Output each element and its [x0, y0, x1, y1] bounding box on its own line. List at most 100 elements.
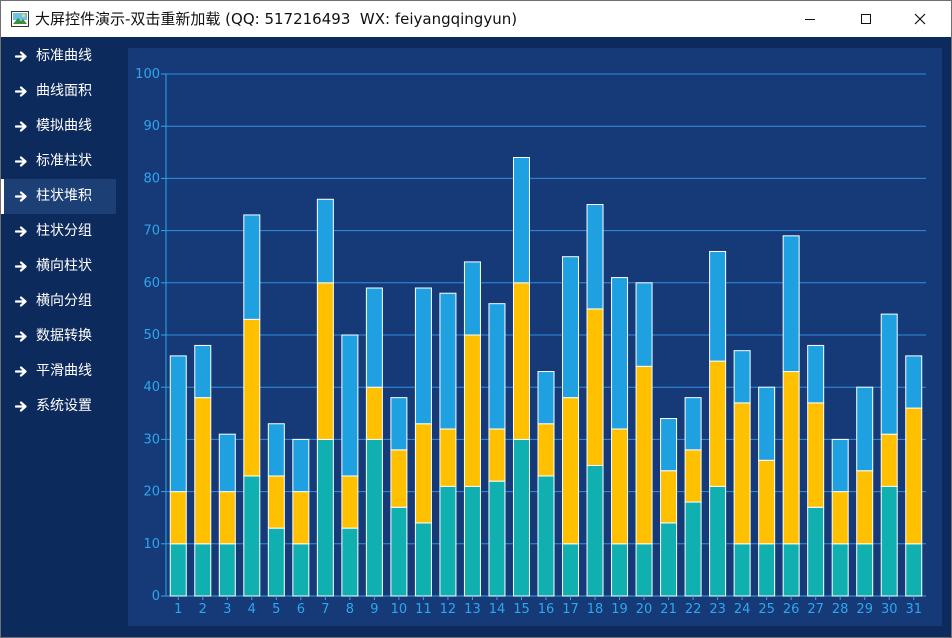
bar-segment: [807, 506, 825, 597]
bar-segment: [782, 235, 800, 373]
sidebar-item[interactable]: 横向分组: [1, 284, 116, 319]
bar-segment: [390, 449, 408, 508]
sidebar-item[interactable]: 标准曲线: [1, 39, 116, 74]
bar-segment: [586, 204, 604, 310]
bar-segment: [611, 277, 629, 430]
y-tick-label: 40: [143, 380, 160, 395]
close-button[interactable]: [897, 1, 943, 37]
bar-segment: [537, 423, 555, 477]
bar-segment: [463, 334, 481, 487]
sidebar-item-label: 标准曲线: [36, 48, 92, 64]
bar-segment: [709, 360, 727, 487]
x-tick-label: 6: [297, 602, 305, 617]
arrow-right-icon: [15, 86, 27, 97]
x-tick-label: 2: [199, 602, 207, 617]
bar-segment: [905, 407, 923, 545]
sidebar-item[interactable]: 系统设置: [1, 389, 116, 424]
y-tick-label: 0: [152, 589, 160, 604]
y-tick-label: 30: [143, 432, 160, 447]
title-bar[interactable]: 大屏控件演示-双击重新加载 (QQ: 517216493 WX: feiyang…: [1, 1, 951, 37]
sidebar-item-label: 模拟曲线: [36, 118, 92, 134]
sidebar-nav: 标准曲线曲线面积模拟曲线标准柱状 柱状堆积 柱状分组横向柱状横向分组 数据转换 平滑曲线…: [1, 37, 116, 637]
arrow-right-icon: [15, 296, 27, 307]
x-tick-label: 19: [611, 602, 628, 617]
x-tick-label: 5: [272, 602, 280, 617]
bar-segment: [537, 371, 555, 425]
bar-segment: [684, 449, 702, 503]
chart-panel: 0 10 20 30 40 50 60 70 80 90 100 1 2 3 4 5 6 7 8 9 10 11 12 13 1…: [128, 48, 942, 626]
bar-segment: [880, 313, 898, 435]
bar-segment: [782, 543, 800, 597]
sidebar-item-label: 曲线面积: [36, 83, 92, 99]
bar-segment: [243, 214, 261, 320]
bar-segment: [660, 470, 678, 524]
bar-segment: [562, 256, 580, 399]
x-tick-label: 10: [391, 602, 408, 617]
sidebar-item-label: 系统设置: [36, 398, 92, 414]
sidebar-item[interactable]: 平滑曲线: [1, 354, 116, 389]
bar-segment: [831, 438, 849, 493]
minimize-icon: [805, 19, 815, 20]
bar-segment: [243, 318, 261, 477]
sidebar-item[interactable]: 数据转换: [1, 319, 116, 354]
bar-segment: [365, 438, 383, 597]
active-indicator: [1, 179, 4, 214]
bar-segment: [218, 491, 236, 545]
minimize-button[interactable]: [787, 1, 833, 37]
bar-segment: [586, 465, 604, 597]
bar-segment: [758, 543, 776, 597]
bar-segment: [537, 475, 555, 597]
bar-segment: [488, 428, 506, 482]
maximize-icon: [861, 14, 871, 24]
arrow-right-icon: [15, 226, 27, 237]
x-tick-label: 15: [513, 602, 530, 617]
x-tick-label: 20: [636, 602, 653, 617]
bar-segment: [512, 282, 530, 440]
bar-segment: [439, 428, 457, 487]
window-title: 大屏控件演示-双击重新加载 (QQ: 517216493 WX: feiyang…: [35, 10, 518, 28]
bar-segment: [856, 386, 874, 472]
bar-segment: [463, 261, 481, 336]
x-tick-label: 8: [346, 602, 354, 617]
bar-segment: [782, 371, 800, 545]
bar-segment: [365, 287, 383, 388]
bar-segment: [341, 475, 359, 529]
sidebar-item[interactable]: 曲线面积: [1, 74, 116, 109]
bar-segment: [684, 501, 702, 597]
bar-segment: [365, 386, 383, 440]
x-tick-label: 1: [174, 602, 182, 617]
bar-segment: [611, 428, 629, 545]
bar-segment: [316, 282, 334, 440]
bar-segment: [488, 303, 506, 430]
bar-segment: [292, 491, 310, 545]
bar-segment: [267, 527, 285, 597]
sidebar-item[interactable]: 柱状分组: [1, 214, 116, 249]
maximize-button[interactable]: [843, 1, 889, 37]
sidebar-item[interactable]: 柱状堆积: [1, 179, 116, 214]
x-tick-label: 24: [734, 602, 751, 617]
x-tick-label: 7: [321, 602, 329, 617]
bar-segment: [758, 386, 776, 461]
bar-segment: [758, 459, 776, 545]
sidebar-item[interactable]: 标准柱状: [1, 144, 116, 179]
x-tick-label: 4: [248, 602, 256, 617]
sidebar-item[interactable]: 横向柱状: [1, 249, 116, 284]
bar-segment: [414, 423, 432, 524]
bar-segment: [390, 506, 408, 597]
bar-segment: [684, 397, 702, 451]
x-tick-label: 25: [758, 602, 775, 617]
bar-segment: [439, 292, 457, 430]
sidebar-item[interactable]: 模拟曲线: [1, 109, 116, 144]
arrow-right-icon: [15, 156, 27, 167]
bar-segment: [635, 282, 653, 367]
bar-segment: [856, 543, 874, 597]
bar-segment: [341, 334, 359, 477]
x-tick-label: 27: [807, 602, 824, 617]
y-tick-label: 80: [143, 171, 160, 186]
sidebar-item-label: 横向柱状: [36, 258, 92, 274]
y-tick-label: 20: [143, 485, 160, 500]
x-tick-label: 11: [415, 602, 432, 617]
bar-segment: [463, 485, 481, 597]
bar-segment: [905, 543, 923, 597]
